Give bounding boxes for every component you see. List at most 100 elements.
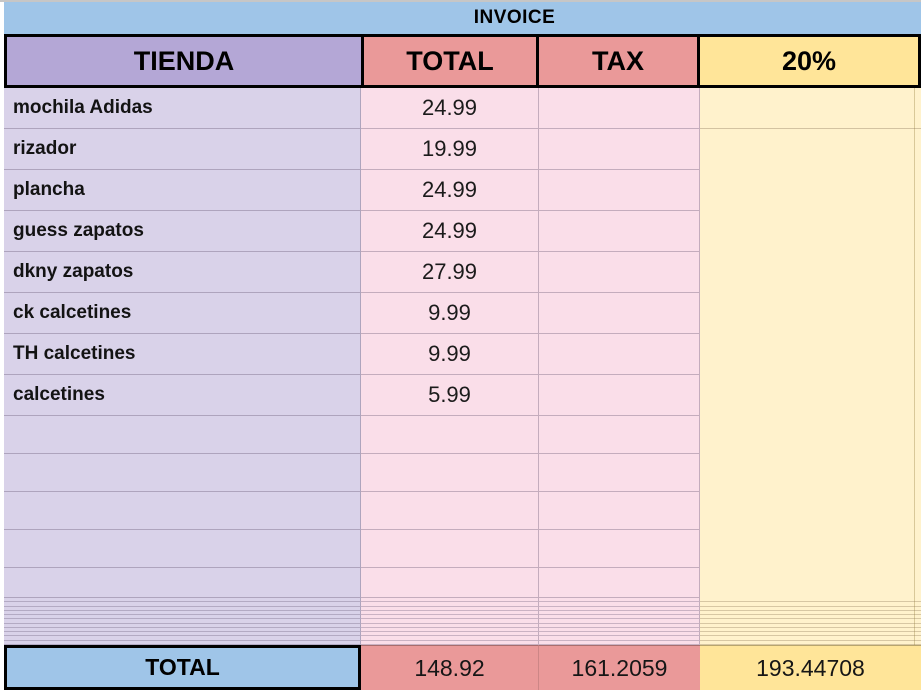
item-name-cell[interactable]: ck calcetines <box>4 293 361 334</box>
left-gutter <box>0 293 4 334</box>
totals-total-cell[interactable]: 148.92 <box>361 645 539 690</box>
empty-row <box>0 568 921 598</box>
item-pct-cell[interactable] <box>700 252 921 293</box>
left-gutter <box>0 640 4 645</box>
squished-tax-cell <box>539 632 700 637</box>
empty-item-cell[interactable] <box>4 416 361 454</box>
item-tax-cell[interactable] <box>539 129 700 170</box>
squished-total-cell <box>361 606 539 611</box>
item-total-cell[interactable]: 24.99 <box>361 170 539 211</box>
item-tax-cell[interactable] <box>539 88 700 129</box>
item-name-cell[interactable]: rizador <box>4 129 361 170</box>
empty-total-cell[interactable] <box>361 454 539 492</box>
column-header-tax[interactable]: TAX <box>539 37 697 85</box>
squished-pct-cell <box>700 615 921 620</box>
squished-item-cell <box>4 610 361 616</box>
item-pct-cell[interactable] <box>700 293 921 334</box>
empty-pct-cell[interactable] <box>700 492 921 530</box>
empty-tax-cell[interactable] <box>539 568 700 598</box>
squished-pct-cell <box>700 606 921 611</box>
empty-total-cell[interactable] <box>361 530 539 568</box>
empty-total-cell[interactable] <box>361 568 539 598</box>
item-pct-cell[interactable] <box>700 170 921 211</box>
squished-tax-cell <box>539 602 700 607</box>
item-tax-cell[interactable] <box>539 293 700 334</box>
item-total-cell[interactable]: 19.99 <box>361 129 539 170</box>
squished-item-cell <box>4 619 361 624</box>
squished-item-cell <box>4 615 361 620</box>
left-gutter <box>0 252 4 293</box>
empty-pct-cell[interactable] <box>700 416 921 454</box>
item-pct-cell[interactable] <box>700 88 921 129</box>
empty-total-cell[interactable] <box>361 492 539 530</box>
empty-item-cell[interactable] <box>4 568 361 598</box>
squished-total-cell <box>361 598 539 603</box>
empty-tax-cell[interactable] <box>539 416 700 454</box>
squished-tax-cell <box>539 636 700 641</box>
totals-label-cell[interactable]: TOTAL <box>4 645 361 690</box>
item-name-cell[interactable]: mochila Adidas <box>4 88 361 129</box>
totals-pct-cell[interactable]: 193.44708 <box>700 645 921 690</box>
item-name-cell[interactable]: plancha <box>4 170 361 211</box>
column-header-tienda[interactable]: TIENDA <box>7 37 361 85</box>
empty-tax-cell[interactable] <box>539 492 700 530</box>
item-tax-cell[interactable] <box>539 211 700 252</box>
squished-row <box>0 606 921 611</box>
empty-item-cell[interactable] <box>4 454 361 492</box>
squished-total-cell <box>361 636 539 641</box>
table-row: dkny zapatos 27.99 <box>0 252 921 293</box>
item-pct-cell[interactable] <box>700 334 921 375</box>
item-tax-cell[interactable] <box>539 334 700 375</box>
empty-tax-cell[interactable] <box>539 530 700 568</box>
item-name-cell[interactable]: TH calcetines <box>4 334 361 375</box>
item-pct-cell[interactable] <box>700 129 921 170</box>
squished-total-cell <box>361 632 539 637</box>
column-header-20pct[interactable]: 20% <box>700 37 918 85</box>
item-name-cell[interactable]: calcetines <box>4 375 361 416</box>
left-gutter <box>0 34 4 88</box>
table-row: mochila Adidas 24.99 <box>0 88 921 129</box>
squished-tax-cell <box>539 615 700 620</box>
squished-pct-cell <box>700 627 921 633</box>
empty-pct-cell[interactable] <box>700 568 921 598</box>
item-total-cell[interactable]: 24.99 <box>361 211 539 252</box>
item-total-cell[interactable]: 24.99 <box>361 88 539 129</box>
squished-pct-cell <box>700 598 921 603</box>
item-name-cell[interactable]: guess zapatos <box>4 211 361 252</box>
item-tax-cell[interactable] <box>539 252 700 293</box>
left-gutter <box>0 623 4 628</box>
squished-total-cell <box>361 640 539 645</box>
item-total-cell[interactable]: 27.99 <box>361 252 539 293</box>
item-total-cell[interactable]: 5.99 <box>361 375 539 416</box>
squished-pct-cell <box>700 602 921 607</box>
item-tax-cell[interactable] <box>539 375 700 416</box>
table-header-row: TIENDA TOTAL TAX 20% <box>0 34 921 88</box>
empty-row <box>0 492 921 530</box>
empty-item-cell[interactable] <box>4 492 361 530</box>
item-total-cell[interactable]: 9.99 <box>361 334 539 375</box>
item-pct-cell[interactable] <box>700 375 921 416</box>
totals-tax-cell[interactable]: 161.2059 <box>539 645 700 690</box>
top-gridline <box>0 0 921 2</box>
column-header-total[interactable]: TOTAL <box>364 37 536 85</box>
squished-row <box>0 602 921 607</box>
squished-total-cell <box>361 610 539 616</box>
item-tax-cell[interactable] <box>539 170 700 211</box>
left-gutter <box>0 454 4 492</box>
item-pct-cell[interactable] <box>700 211 921 252</box>
empty-pct-cell[interactable] <box>700 454 921 492</box>
left-gutter <box>0 530 4 568</box>
squished-tax-cell <box>539 598 700 603</box>
left-gutter <box>0 88 4 129</box>
empty-pct-cell[interactable] <box>700 530 921 568</box>
empty-item-cell[interactable] <box>4 530 361 568</box>
empty-total-cell[interactable] <box>361 416 539 454</box>
squished-item-cell <box>4 623 361 628</box>
item-total-cell[interactable]: 9.99 <box>361 293 539 334</box>
squished-item-cell <box>4 640 361 645</box>
squished-row <box>0 610 921 616</box>
squished-pct-cell <box>700 640 921 645</box>
squished-row <box>0 615 921 620</box>
item-name-cell[interactable]: dkny zapatos <box>4 252 361 293</box>
empty-tax-cell[interactable] <box>539 454 700 492</box>
